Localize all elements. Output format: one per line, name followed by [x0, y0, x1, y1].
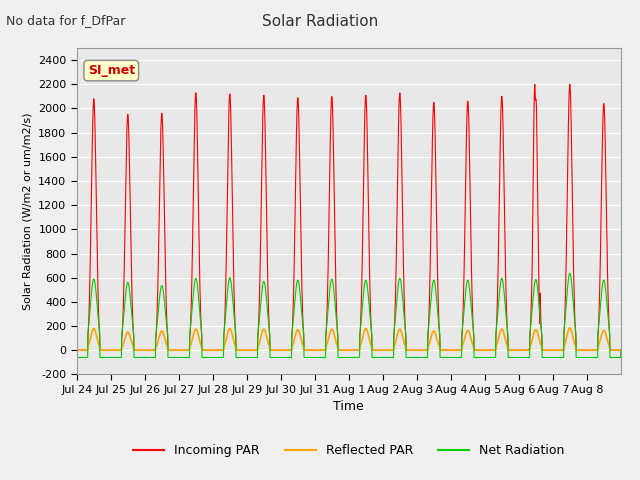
Incoming PAR [543, 348, 551, 353]
Net Radiation [543, 355, 551, 360]
Reflected PAR [381, 348, 389, 353]
Reflected PAR [543, 348, 551, 353]
Y-axis label: Solar Radiation (W/m2 or um/m2/s): Solar Radiation (W/m2 or um/m2/s) [22, 112, 33, 310]
Net Radiation [609, 355, 617, 360]
Line: Net Radiation: Net Radiation [77, 274, 621, 358]
Incoming PAR [566, 82, 573, 87]
Incoming PAR [244, 348, 252, 353]
Incoming PAR [73, 348, 81, 353]
Legend: Incoming PAR, Reflected PAR, Net Radiation: Incoming PAR, Reflected PAR, Net Radiati… [128, 439, 570, 462]
Incoming PAR [127, 254, 135, 260]
Incoming PAR [381, 348, 389, 353]
Line: Incoming PAR: Incoming PAR [77, 84, 621, 350]
Reflected PAR [127, 337, 135, 343]
Net Radiation [381, 355, 389, 360]
Reflected PAR [513, 348, 520, 353]
Text: SI_met: SI_met [88, 64, 135, 77]
Net Radiation [513, 355, 520, 360]
Text: Solar Radiation: Solar Radiation [262, 14, 378, 29]
Reflected PAR [244, 348, 252, 353]
Net Radiation [73, 355, 81, 360]
Net Radiation [566, 271, 573, 276]
Reflected PAR [617, 348, 625, 353]
Incoming PAR [617, 348, 625, 353]
Reflected PAR [566, 325, 573, 331]
X-axis label: Time: Time [333, 400, 364, 413]
Reflected PAR [609, 348, 617, 353]
Net Radiation [617, 348, 625, 353]
Incoming PAR [513, 348, 520, 353]
Net Radiation [127, 304, 135, 310]
Line: Reflected PAR: Reflected PAR [77, 328, 621, 350]
Reflected PAR [73, 348, 81, 353]
Text: No data for f_DfPar: No data for f_DfPar [6, 14, 126, 27]
Incoming PAR [609, 348, 617, 353]
Net Radiation [244, 355, 252, 360]
